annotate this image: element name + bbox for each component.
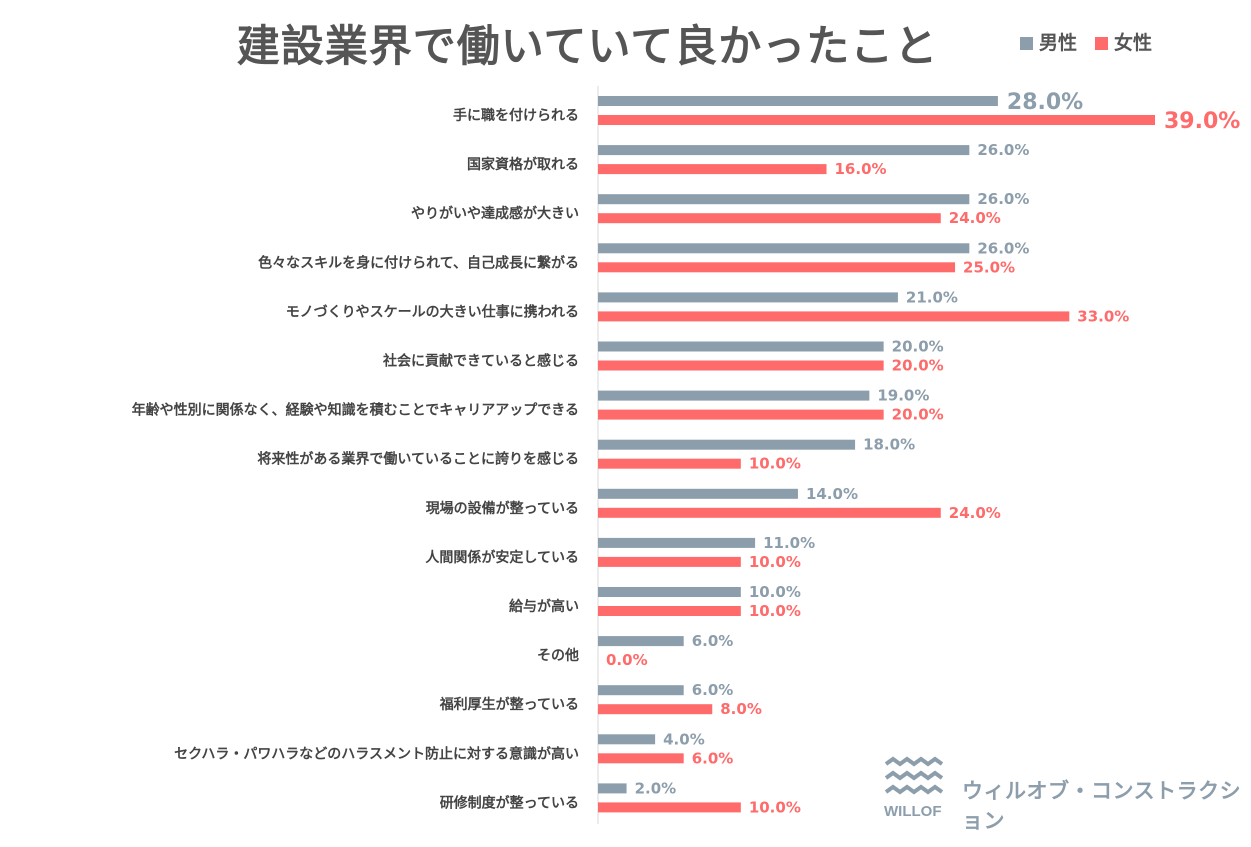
- data-label-male: 19.0%: [877, 387, 929, 405]
- bar-male: [598, 636, 684, 647]
- bar-female: [598, 409, 884, 420]
- data-label-female: 25.0%: [963, 258, 1015, 276]
- bar-female: [598, 213, 941, 224]
- data-label-male: 18.0%: [863, 436, 915, 454]
- category-label: 給与が高い: [509, 598, 579, 615]
- bar-male: [598, 194, 970, 205]
- data-label-male: 6.0%: [692, 632, 734, 650]
- bar-male: [598, 390, 870, 401]
- legend-label-male: 男性: [1039, 32, 1078, 54]
- data-label-female: 10.0%: [749, 553, 801, 571]
- data-label-female: 10.0%: [749, 798, 801, 816]
- category-label: 福利厚生が整っている: [439, 696, 579, 713]
- bar-female: [598, 311, 1070, 322]
- data-label-female: 39.0%: [1164, 109, 1240, 134]
- data-label-female: 33.0%: [1077, 307, 1129, 325]
- category-label: 人間関係が安定している: [425, 549, 579, 566]
- data-label-male: 2.0%: [635, 779, 677, 797]
- bar-male: [598, 145, 970, 156]
- bar-male: [598, 243, 970, 254]
- category-label: 将来性がある業界で働いていることに誇りを感じる: [257, 451, 579, 468]
- data-label-female: 20.0%: [892, 357, 944, 375]
- bar-female: [598, 704, 713, 715]
- logo-wordmark: WILLOF: [884, 803, 941, 820]
- bar-female: [598, 556, 741, 567]
- bar-male: [598, 587, 741, 597]
- bar-female: [598, 606, 741, 616]
- category-label: 社会に貢献できていると感じる: [382, 353, 579, 370]
- company-name: ウィルオブ・コンストラクション: [962, 779, 1242, 833]
- chart-title: 建設業界で働いていて良かったこと: [236, 22, 939, 72]
- data-label-male: 10.0%: [749, 583, 801, 601]
- category-label: 国家資格が取れる: [467, 156, 579, 173]
- data-label-female: 20.0%: [892, 406, 944, 424]
- category-label: 現場の設備が整っている: [426, 500, 579, 517]
- category-label: その他: [537, 647, 579, 664]
- bar-male: [598, 341, 884, 352]
- legend-item-male: 男性: [1020, 28, 1077, 55]
- category-label: モノづくりやスケールの大きい仕事に携われる: [286, 303, 579, 320]
- data-label-female: 24.0%: [949, 209, 1001, 227]
- bar-female: [598, 115, 1155, 125]
- bar-female: [598, 164, 827, 175]
- category-label: セクハラ・パワハラなどのハラスメント防止に対する意識が高い: [174, 745, 579, 762]
- data-label-female: 10.0%: [749, 602, 801, 620]
- data-label-female: 10.0%: [749, 455, 801, 473]
- data-label-male: 26.0%: [977, 190, 1029, 208]
- category-label: 色々なスキルを身に付けられて、自己成長に繋がる: [258, 254, 579, 271]
- data-label-male: 26.0%: [977, 141, 1029, 159]
- category-label: やりがいや達成感が大きい: [411, 205, 579, 222]
- category-label: 年齢や性別に関係なく、経験や知識を積むことでキャリアアップできる: [132, 402, 579, 419]
- data-label-male: 20.0%: [892, 338, 944, 356]
- bar-male: [598, 734, 656, 745]
- bar-female: [598, 753, 684, 764]
- data-label-male: 4.0%: [663, 730, 705, 748]
- legend: 男性 女性: [1020, 28, 1152, 55]
- bar-male: [598, 685, 684, 696]
- data-label-female: 8.0%: [720, 700, 762, 718]
- data-label-female: 0.0%: [606, 651, 648, 669]
- data-label-male: 26.0%: [977, 239, 1029, 257]
- bar-female: [598, 507, 941, 518]
- data-label-male: 28.0%: [1007, 90, 1083, 115]
- bar-male: [598, 96, 998, 106]
- legend-swatch-male: [1020, 37, 1033, 50]
- category-label: 研修制度が整っている: [440, 794, 579, 811]
- bar-male: [598, 783, 627, 794]
- data-label-male: 6.0%: [692, 681, 734, 699]
- data-label-male: 21.0%: [906, 288, 958, 306]
- legend-label-female: 女性: [1114, 32, 1153, 54]
- bar-female: [598, 360, 884, 371]
- bar-female: [598, 262, 956, 273]
- data-label-male: 14.0%: [806, 485, 858, 503]
- legend-swatch-female: [1095, 37, 1109, 50]
- category-label: 手に職を付けられる: [453, 107, 579, 124]
- bar-male: [598, 537, 756, 548]
- legend-item-female: 女性: [1095, 28, 1152, 55]
- bar-male: [598, 439, 856, 450]
- bar-female: [598, 802, 741, 813]
- data-label-male: 11.0%: [763, 534, 815, 552]
- data-label-female: 6.0%: [692, 749, 734, 767]
- bar-female: [598, 458, 741, 469]
- data-label-female: 24.0%: [949, 504, 1001, 522]
- bar-male: [598, 488, 798, 499]
- willof-logo: WILLOF: [884, 756, 944, 820]
- data-label-female: 16.0%: [835, 160, 887, 178]
- bar-male: [598, 292, 898, 303]
